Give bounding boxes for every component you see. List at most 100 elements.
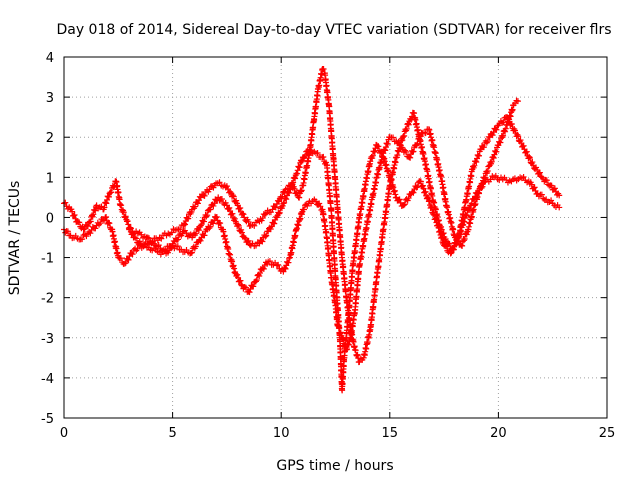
data-point-marker <box>276 210 283 217</box>
data-point-marker <box>375 143 382 150</box>
data-point-marker <box>337 329 344 336</box>
data-point-marker <box>455 237 462 244</box>
data-point-marker <box>117 255 124 262</box>
data-point-marker <box>440 230 447 237</box>
data-point-marker <box>203 213 210 220</box>
data-point-marker <box>240 211 247 218</box>
data-point-marker <box>256 272 263 279</box>
data-point-marker <box>476 152 483 159</box>
data-point-marker <box>410 189 417 196</box>
y-tick-label: 3 <box>46 91 54 106</box>
data-point-marker <box>106 220 113 227</box>
data-point-marker <box>81 225 88 232</box>
data-point-marker <box>263 232 270 239</box>
data-point-marker <box>237 204 244 211</box>
data-point-marker <box>182 221 189 228</box>
data-point-marker <box>92 225 99 232</box>
data-point-marker <box>250 283 257 290</box>
data-point-marker <box>259 265 266 272</box>
tick-layer: 0 5 10 15 20 25 -5 -4 -3 -2 -1 0 1 2 3 4 <box>41 51 615 441</box>
data-point-marker <box>425 195 432 202</box>
y-tick-label: 4 <box>46 51 54 66</box>
data-point-marker <box>488 158 495 165</box>
data-point-marker <box>479 181 486 188</box>
data-point-marker <box>234 271 241 278</box>
data-point-marker <box>162 247 169 254</box>
data-point-marker <box>471 162 478 169</box>
data-point-marker <box>233 197 240 204</box>
y-tick-label: -1 <box>41 252 54 267</box>
data-point-marker <box>286 255 293 262</box>
x-tick-label: 15 <box>382 426 399 441</box>
data-point-marker <box>301 206 308 213</box>
data-point-marker <box>185 215 192 222</box>
data-point-marker <box>296 164 303 171</box>
data-point-marker <box>352 347 359 354</box>
data-point-marker <box>188 249 195 256</box>
data-point-marker <box>217 220 224 227</box>
data-point-marker <box>118 202 125 209</box>
data-point-marker <box>174 243 181 250</box>
data-point-marker <box>175 236 182 243</box>
data-point-marker <box>396 196 403 203</box>
data-point-marker <box>146 235 153 242</box>
data-point-marker <box>526 154 533 161</box>
data-point-marker <box>79 236 86 243</box>
y-tick-label: 1 <box>46 171 54 186</box>
y-tick-label: -3 <box>41 332 54 347</box>
data-point-marker <box>480 144 487 151</box>
data-point-marker <box>230 193 237 200</box>
data-point-marker <box>252 278 259 285</box>
data-point-marker <box>103 213 110 220</box>
data-point-marker <box>246 241 253 248</box>
data-point-marker <box>286 189 293 196</box>
data-point-marker <box>543 177 550 184</box>
data-point <box>556 204 563 211</box>
series-track-c <box>126 97 521 353</box>
data-point-marker <box>216 179 223 186</box>
data-point-marker <box>489 132 496 139</box>
data-point-marker <box>197 237 204 244</box>
data-point-marker <box>120 209 127 216</box>
data-point-marker <box>201 192 208 199</box>
data-point-marker <box>195 227 202 234</box>
data-point-marker <box>401 132 408 139</box>
data-point-marker <box>401 201 408 208</box>
data-point-marker <box>104 196 111 203</box>
data-point-marker <box>108 189 115 196</box>
data-point-marker <box>285 259 292 266</box>
data-point-marker <box>207 223 214 230</box>
data-point-marker <box>461 218 468 225</box>
data-point-marker <box>194 200 201 207</box>
data-point-marker <box>270 219 277 226</box>
data-point-marker <box>417 133 424 140</box>
data-point-marker <box>261 211 268 218</box>
data-point-marker <box>382 144 389 151</box>
data-point-marker <box>238 281 245 288</box>
data-point-marker <box>484 168 491 175</box>
data-point-marker <box>188 209 195 216</box>
data-point-marker <box>91 206 98 213</box>
data-point-marker <box>138 231 145 238</box>
data-point-marker <box>192 243 199 250</box>
data-point <box>343 346 350 353</box>
data-point-marker <box>238 229 245 236</box>
data-point-marker <box>298 188 305 195</box>
data-point-marker <box>103 200 110 207</box>
data-point-marker <box>382 147 389 154</box>
data-point-marker <box>132 235 139 242</box>
data-point-marker <box>424 194 431 201</box>
data-point-marker <box>243 284 250 291</box>
data-point <box>393 194 400 201</box>
data-point-marker <box>83 222 90 229</box>
data-point-marker <box>502 125 509 132</box>
data-point-marker <box>129 251 136 258</box>
data-point-marker <box>192 203 199 210</box>
data-point-marker <box>417 178 424 185</box>
data-point-marker <box>403 125 410 132</box>
data-point-marker <box>272 204 279 211</box>
data-point-marker <box>271 220 278 227</box>
data-point <box>241 214 248 221</box>
data-point-marker <box>534 166 541 173</box>
data-point-marker <box>87 230 94 237</box>
